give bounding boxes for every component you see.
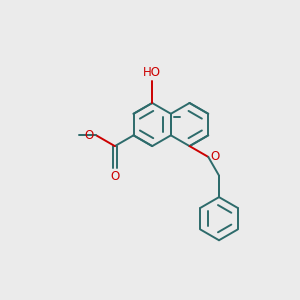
- Text: O: O: [85, 129, 94, 142]
- Text: O: O: [211, 150, 220, 164]
- Text: HO: HO: [143, 66, 161, 79]
- Text: O: O: [110, 170, 119, 183]
